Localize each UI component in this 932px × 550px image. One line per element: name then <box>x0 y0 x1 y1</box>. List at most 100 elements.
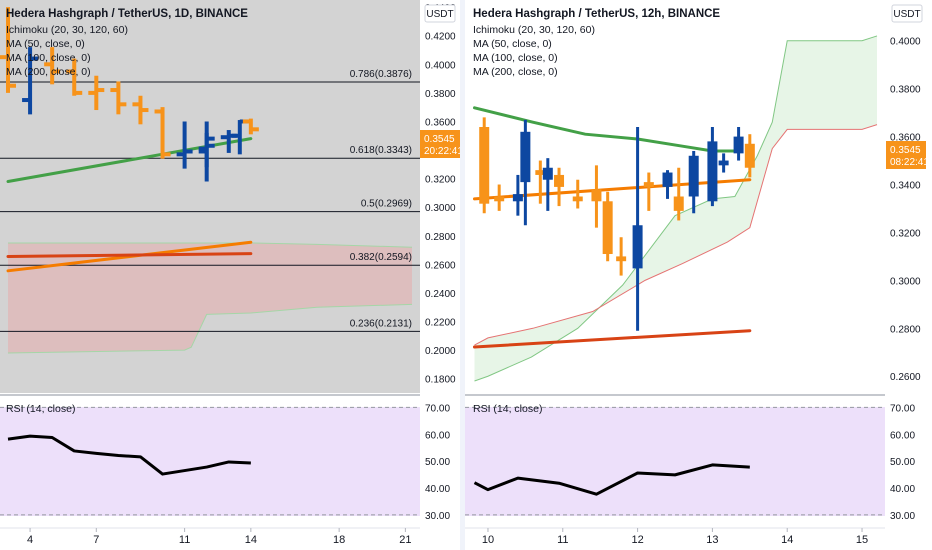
price-bar[interactable] <box>198 121 215 182</box>
left-currency-badge[interactable] <box>424 4 456 23</box>
left-rsi-axis[interactable]: 70.00 60.00 50.00 40.00 30.00 <box>425 403 450 522</box>
price-bar[interactable] <box>242 118 259 135</box>
price-bar[interactable] <box>176 121 193 169</box>
price-tick-label: 0.2600 <box>425 260 456 271</box>
ma-line[interactable] <box>6 252 253 259</box>
price-bar[interactable] <box>154 107 171 159</box>
left-price-axis[interactable]: 0.44000.42000.40000.38000.36000.34000.32… <box>425 3 456 386</box>
bar-body <box>718 160 729 166</box>
price-bar[interactable] <box>572 179 583 209</box>
fib-label: 0.236(0.2131) <box>350 318 412 329</box>
time-tick-label: 11 <box>179 534 190 546</box>
price-bar[interactable] <box>22 47 39 115</box>
price-bar[interactable] <box>88 75 105 111</box>
left-indicator-ma100[interactable]: MA (100, close, 0) <box>6 52 91 64</box>
price-tick-label: 0.3800 <box>425 89 456 100</box>
time-tick-label: 11 <box>557 534 568 546</box>
bar-body <box>512 194 523 202</box>
price-bar[interactable] <box>616 237 627 276</box>
cloud-span-b-line <box>7 303 413 354</box>
price-bar[interactable] <box>554 167 565 207</box>
right-last-price-countdown: 08:22:41 <box>890 157 929 168</box>
fib-label: 0.5(0.2969) <box>361 199 412 210</box>
bar-body <box>554 174 565 187</box>
rsi-line[interactable] <box>7 434 251 476</box>
price-bar[interactable] <box>535 160 546 204</box>
price-bar[interactable] <box>662 170 673 199</box>
price-tick-label: 0.4200 <box>425 32 456 43</box>
left-indicator-ma200[interactable]: MA (200, close, 0) <box>6 66 91 78</box>
bar-body <box>643 182 654 187</box>
price-bar[interactable] <box>494 184 505 211</box>
right-indicator-ichimoku[interactable]: Ichimoku (20, 30, 120, 60) <box>473 24 595 36</box>
price-bar[interactable] <box>44 47 61 85</box>
left-indicator-ichimoku[interactable]: Ichimoku (20, 30, 120, 60) <box>6 24 128 36</box>
left-price-bars[interactable] <box>0 7 259 182</box>
time-tick-label: 4 <box>27 534 33 546</box>
fib-label: 0.382(0.2594) <box>350 252 412 263</box>
price-tick-label: 0.3200 <box>890 228 921 239</box>
price-tick-label: 0.3600 <box>890 133 921 144</box>
price-bar[interactable] <box>542 158 553 211</box>
right-price-axis[interactable]: 0.4000 0.3800 0.3600 0.3400 0.3200 0.3000 0.28… <box>890 37 921 383</box>
price-bar[interactable] <box>520 119 531 226</box>
left-chart: 0.786(0.3876) 0.618(0.3343) 0.5(0.2969) 0.3… <box>0 0 463 546</box>
left-fibonacci-levels: 0.786(0.3876) 0.618(0.3343) 0.5(0.2969) 0.3… <box>0 69 420 332</box>
price-bar[interactable] <box>591 165 602 228</box>
price-tick-label: 0.2200 <box>425 318 456 329</box>
time-tick-label: 15 <box>856 534 868 546</box>
price-bar[interactable] <box>643 172 654 211</box>
bar-body <box>662 172 673 187</box>
price-bar[interactable] <box>688 150 699 214</box>
price-bar[interactable] <box>66 58 83 96</box>
price-bar[interactable] <box>512 174 523 216</box>
left-price-pane-background <box>0 0 420 393</box>
price-bar[interactable] <box>673 167 684 221</box>
right-time-axis[interactable]: 10 11 12 13 14 15 <box>482 528 868 546</box>
right-rsi-pane <box>465 406 885 516</box>
left-chart-header: Hedera Hashgraph / TetherUS, 1D, BINANCE… <box>6 8 248 78</box>
rsi-line[interactable] <box>473 463 750 496</box>
right-indicator-ma200[interactable]: MA (200, close, 0) <box>473 66 558 78</box>
left-rsi-pane <box>0 406 420 516</box>
right-currency-badge[interactable] <box>891 4 923 23</box>
price-tick-label: 0.2800 <box>425 232 456 243</box>
right-rsi-axis[interactable]: 70.00 60.00 50.00 40.00 30.00 <box>890 403 915 522</box>
right-indicator-ma100[interactable]: MA (100, close, 0) <box>473 52 558 64</box>
price-bar[interactable] <box>602 191 613 262</box>
price-tick-label: 0.2600 <box>890 372 921 383</box>
price-bar[interactable] <box>744 134 755 178</box>
left-rsi-title[interactable]: RSI (14, close) <box>6 403 75 415</box>
bar-body <box>744 143 755 168</box>
price-tick-label: 0.2000 <box>425 346 456 357</box>
rsi-tick-label: 60.00 <box>425 430 450 441</box>
price-bar[interactable] <box>479 117 490 214</box>
price-bar[interactable] <box>733 127 744 161</box>
price-bar[interactable] <box>707 127 718 207</box>
right-price-bars[interactable] <box>479 117 755 331</box>
bar-body <box>632 225 643 269</box>
layout-divider[interactable] <box>460 0 465 550</box>
right-currency-label: USDT <box>893 9 920 20</box>
bar-body <box>688 155 699 197</box>
left-time-axis[interactable]: 4 7 11 14 18 21 <box>27 528 412 546</box>
bar-body <box>494 196 505 202</box>
right-chart-title: Hedera Hashgraph / TetherUS, 12h, BINANC… <box>473 8 720 20</box>
price-bar[interactable] <box>0 7 16 93</box>
price-bar[interactable] <box>632 127 643 331</box>
price-bar[interactable] <box>718 153 729 173</box>
left-currency-label: USDT <box>426 9 453 20</box>
price-bar[interactable] <box>132 95 149 125</box>
right-indicator-ma50[interactable]: MA (50, close, 0) <box>473 38 552 50</box>
right-last-price-box <box>886 141 926 169</box>
price-tick-label: 0.2800 <box>890 324 921 335</box>
ma-line[interactable] <box>472 329 752 349</box>
left-indicator-ma50[interactable]: MA (50, close, 0) <box>6 38 85 50</box>
right-rsi-title[interactable]: RSI (14, close) <box>473 403 542 415</box>
time-tick-label: 7 <box>93 534 99 546</box>
right-last-price-label: 0.3545 08:22:41 <box>886 141 929 169</box>
price-bar[interactable] <box>110 81 127 115</box>
right-chart-header: Hedera Hashgraph / TetherUS, 12h, BINANC… <box>473 8 720 78</box>
left-last-price-value: 0.3545 <box>424 134 455 145</box>
